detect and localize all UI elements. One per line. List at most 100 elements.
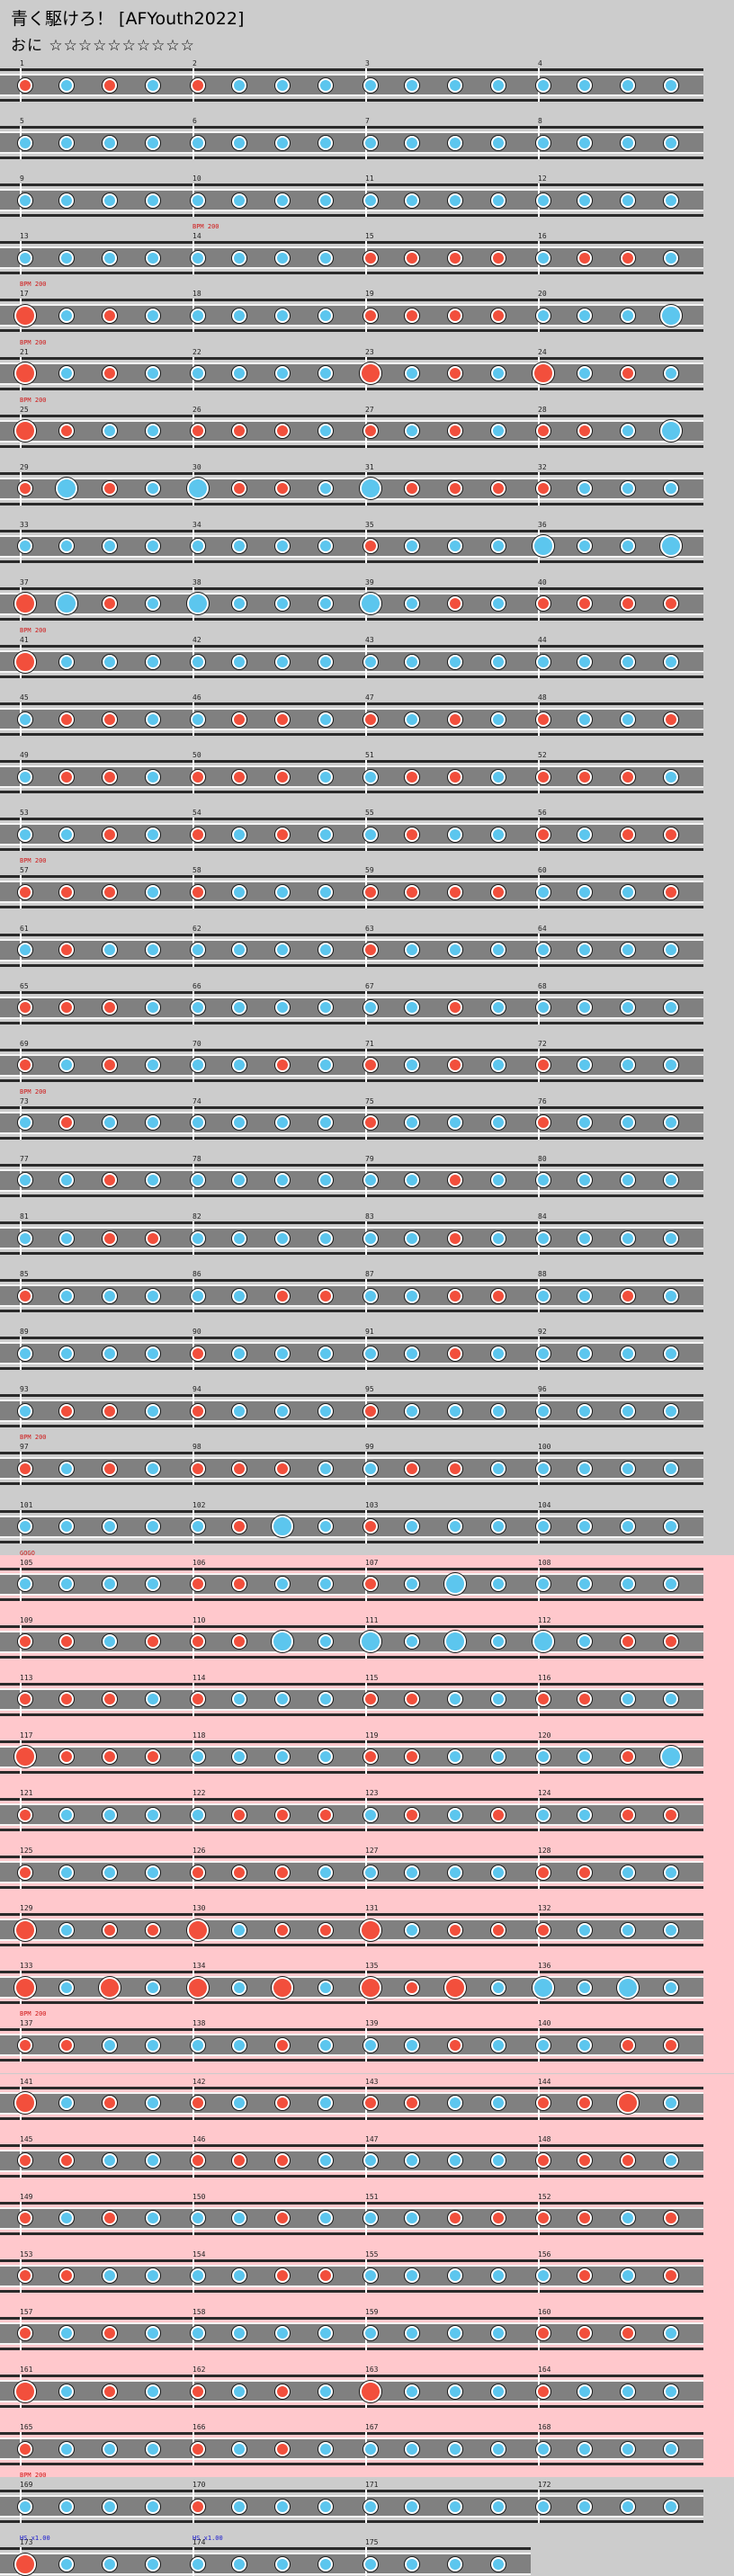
chart-row: 33 34 35 36 (0, 517, 734, 575)
don-note (491, 481, 506, 496)
lane-border-top (0, 1971, 703, 1974)
ka-note (146, 2211, 160, 2226)
ka-note (536, 1461, 550, 1476)
lane-border-top (0, 1337, 703, 1340)
ka-note (318, 2499, 333, 2514)
don-note (18, 481, 32, 496)
lane-border-top (0, 1279, 703, 1283)
ka-note (536, 308, 550, 323)
chart-row: 41 42 43 44 BPM 200 (0, 627, 734, 690)
don-note (621, 1749, 635, 1765)
measure-number: 5 (20, 117, 24, 126)
ka-note (59, 77, 74, 93)
ka-note (103, 2556, 117, 2572)
ka-big-note (533, 1631, 554, 1653)
hs-event-label: HS x1.00 (192, 2535, 223, 2543)
ka-note (448, 827, 462, 842)
lane-border-top (0, 1452, 703, 1455)
measure-number: 172 (538, 2481, 551, 2490)
bpm-event-label: BPM 200 (20, 1087, 47, 1096)
measure-number: 131 (365, 1904, 379, 1913)
ka-note (232, 2499, 246, 2514)
ka-note (146, 77, 160, 93)
don-note (103, 769, 117, 784)
lane-border-bottom (0, 1597, 703, 1601)
don-note (103, 1058, 117, 1073)
lane-border-bottom (0, 1194, 703, 1197)
ka-note (363, 2499, 378, 2514)
measure-number: 54 (192, 809, 201, 818)
don-note (577, 2268, 592, 2284)
ka-note (59, 2211, 74, 2226)
ka-note (405, 2211, 419, 2226)
don-note (318, 1922, 333, 1937)
ka-note (318, 1577, 333, 1592)
measure-number: 28 (538, 405, 547, 414)
ka-note (664, 1692, 678, 1707)
measure-number: 95 (365, 1385, 374, 1394)
measure-number: 149 (20, 2192, 33, 2201)
ka-note (103, 2268, 117, 2284)
don-note (664, 711, 678, 727)
don-note (536, 481, 550, 496)
don-note (232, 769, 246, 784)
measure-number: 103 (365, 1500, 379, 1509)
don-note (405, 1749, 419, 1765)
don-note (536, 1865, 550, 1880)
measure-number: 134 (192, 1962, 206, 1971)
ka-note (191, 1749, 205, 1765)
ka-note (405, 424, 419, 439)
lane-border-top (0, 2490, 703, 2493)
don-note (103, 2326, 117, 2341)
ka-note (232, 1980, 246, 1995)
don-note (232, 711, 246, 727)
note-lane (0, 1630, 703, 1653)
ka-note (146, 2153, 160, 2169)
ka-note (318, 1346, 333, 1361)
ka-note (275, 1230, 290, 1246)
don-note (448, 1461, 462, 1476)
ka-note (664, 1865, 678, 1880)
ka-note (318, 2441, 333, 2456)
ka-note (318, 424, 333, 439)
ka-note (146, 539, 160, 554)
don-note (664, 2037, 678, 2053)
measure-number: 94 (192, 1385, 201, 1394)
measure-number: 59 (365, 866, 374, 875)
don-note (536, 1058, 550, 1073)
ka-note (59, 539, 74, 554)
measure-number: 72 (538, 1039, 547, 1048)
don-note (363, 250, 378, 265)
ka-note (146, 1461, 160, 1476)
measure-number: 108 (538, 1558, 551, 1567)
bpm-event-label: BPM 200 (20, 2010, 47, 2018)
measure-number: 135 (365, 1962, 379, 1971)
lane-border-bottom (0, 1655, 703, 1659)
ka-note (232, 1346, 246, 1361)
ka-note (491, 769, 506, 784)
ka-note (448, 1749, 462, 1765)
ka-note (577, 1749, 592, 1765)
ka-note (18, 1577, 32, 1592)
measure-number: 79 (365, 1154, 374, 1163)
don-note (59, 1000, 74, 1015)
chart-row: 133 134 135 136 (0, 1958, 734, 2017)
don-note (232, 2153, 246, 2169)
chart-row: 89 90 91 92 (0, 1324, 734, 1382)
don-note (232, 424, 246, 439)
measure-number: 10 (192, 174, 201, 183)
measure-number: 157 (20, 2307, 33, 2316)
ka-note (191, 1807, 205, 1822)
don-note (191, 1634, 205, 1650)
don-note (103, 308, 117, 323)
ka-note (405, 1865, 419, 1880)
ka-note (103, 192, 117, 208)
ka-note (146, 192, 160, 208)
measure-number: 49 (20, 751, 29, 760)
ka-note (363, 2037, 378, 2053)
measure-number: 86 (192, 1270, 201, 1279)
ka-note (664, 1461, 678, 1476)
ka-note (491, 1692, 506, 1707)
measure-number: 16 (538, 232, 547, 241)
measure-number: 23 (365, 347, 374, 356)
